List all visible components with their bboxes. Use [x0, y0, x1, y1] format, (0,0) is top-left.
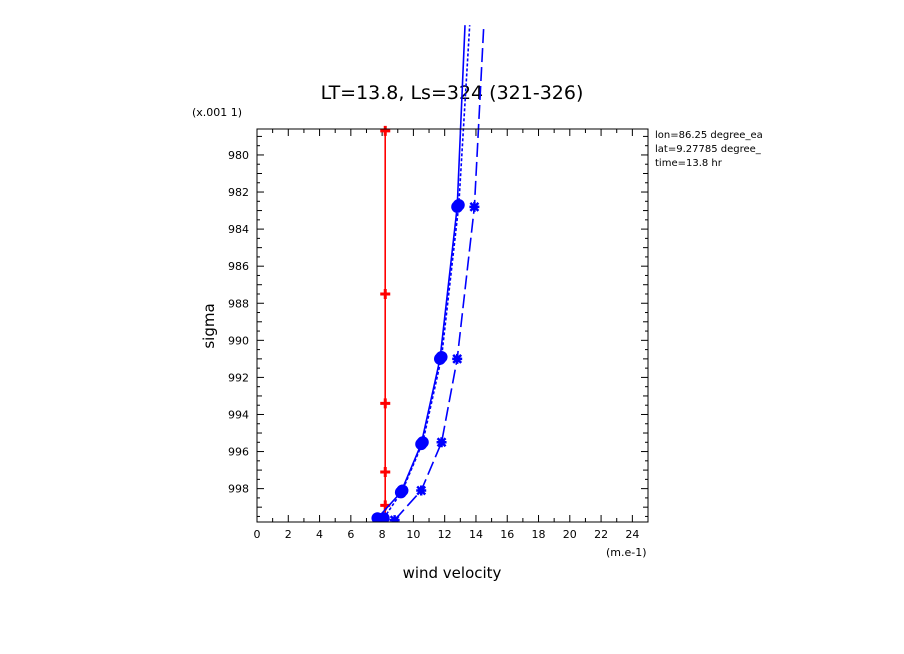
series-4 — [389, 25, 485, 522]
series-line — [394, 25, 485, 521]
data-point — [377, 512, 390, 522]
x-tick-label: 20 — [563, 528, 577, 541]
y-tick-label: 984 — [228, 223, 249, 236]
data-point — [380, 466, 391, 477]
data-point — [416, 485, 427, 496]
data-point — [435, 351, 448, 364]
chart-title: LT=13.8, Ls=324 (321-326) — [321, 82, 584, 104]
series-3 — [377, 25, 471, 522]
y-axis-label: sigma — [200, 303, 218, 348]
data-point — [469, 201, 480, 212]
data-point — [380, 288, 391, 299]
y-tick-label: 990 — [228, 334, 249, 347]
x-axis-label: wind velocity — [403, 564, 502, 582]
y-tick-label: 980 — [228, 149, 249, 162]
data-point — [380, 125, 391, 136]
y-tick-label: 992 — [228, 371, 249, 384]
data-point — [416, 436, 429, 449]
y-unit-label: (x.001 1) — [192, 106, 242, 119]
x-unit-label: (m.e-1) — [606, 546, 647, 559]
plot-frame — [256, 128, 649, 523]
x-tick-label: 24 — [625, 528, 639, 541]
x-tick-label: 18 — [532, 528, 546, 541]
series-1 — [380, 125, 391, 522]
y-tick-label: 994 — [228, 408, 249, 421]
axes: 0 2 4 6 8 10 12 14 16 18 20 22 249809829849869889909… — [228, 129, 649, 541]
data-point — [436, 437, 447, 448]
y-tick-label: 996 — [228, 446, 249, 459]
x-tick-label: 4 — [316, 528, 323, 541]
data-point — [452, 199, 465, 212]
data-point — [380, 398, 391, 409]
x-tick-label: 16 — [500, 528, 514, 541]
info-time: time=13.8 hr — [655, 158, 723, 169]
x-tick-label: 14 — [469, 528, 483, 541]
x-tick-label: 0 — [254, 528, 261, 541]
y-tick-label: 998 — [228, 483, 249, 496]
info-lon: lon=86.25 degree_ea — [655, 130, 763, 141]
y-tick-label: 988 — [228, 297, 249, 310]
data-point — [452, 353, 463, 364]
x-tick-label: 12 — [438, 528, 452, 541]
x-tick-label: 10 — [406, 528, 420, 541]
x-tick-label: 2 — [285, 528, 292, 541]
x-tick-label: 6 — [347, 528, 354, 541]
x-tick-label: 22 — [594, 528, 608, 541]
data-point — [396, 484, 409, 497]
y-tick-label: 986 — [228, 260, 249, 273]
x-tick-label: 8 — [379, 528, 386, 541]
data-point — [389, 515, 400, 522]
y-tick-label: 982 — [228, 186, 249, 199]
info-lat: lat=9.27785 degree_ — [655, 144, 762, 155]
series-layer — [371, 25, 485, 522]
